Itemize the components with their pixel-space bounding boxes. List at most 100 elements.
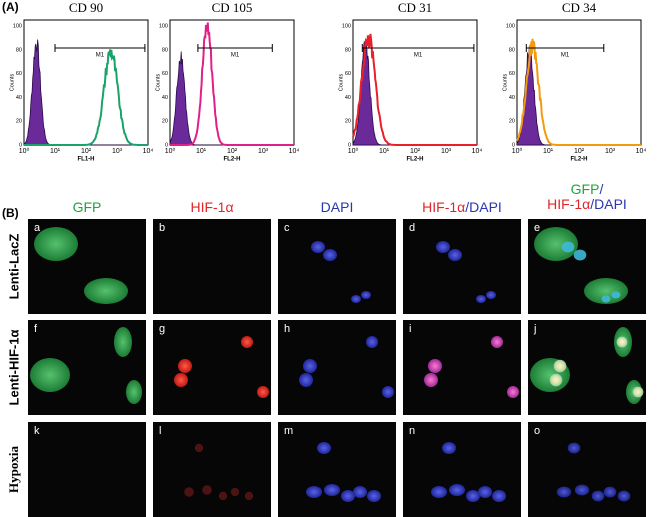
x-tick-label: 10³ bbox=[441, 148, 452, 155]
nucleus bbox=[616, 336, 628, 348]
panel-letter: g bbox=[159, 323, 165, 335]
nucleus bbox=[556, 486, 572, 498]
y-tick-label: 80 bbox=[345, 47, 351, 53]
plot-title: CD 105 bbox=[212, 0, 253, 15]
micrograph bbox=[153, 219, 271, 314]
nucleus bbox=[299, 373, 313, 387]
nucleus bbox=[303, 359, 317, 373]
column-header-part: / bbox=[599, 181, 603, 197]
x-tick-label: 10² bbox=[410, 148, 421, 155]
column-header: HIF-1α/DAPI bbox=[422, 199, 502, 215]
nucleus bbox=[561, 241, 575, 253]
micrograph-content bbox=[424, 336, 519, 398]
x-tick-label: 10² bbox=[574, 148, 585, 155]
nucleus bbox=[361, 291, 371, 299]
y-tick-label: 60 bbox=[509, 71, 515, 77]
hif-signal bbox=[174, 373, 188, 387]
y-tick-label: 0 bbox=[165, 142, 168, 148]
micrograph-content bbox=[184, 443, 254, 501]
nucleus bbox=[428, 359, 442, 373]
gate-label: M1 bbox=[96, 53, 105, 59]
nucleus bbox=[367, 490, 381, 502]
gfp-cell bbox=[34, 227, 78, 261]
micrograph-content bbox=[299, 336, 394, 398]
nucleus bbox=[507, 386, 519, 398]
nucleus bbox=[449, 484, 465, 496]
row-label: Hypoxia bbox=[6, 446, 21, 493]
y-tick-label: 20 bbox=[162, 119, 168, 125]
hif-signal bbox=[218, 491, 228, 501]
nucleus bbox=[573, 249, 587, 261]
row-label: Lenti-LacZ bbox=[6, 234, 21, 300]
y-tick-label: 0 bbox=[19, 142, 22, 148]
hif-signal bbox=[257, 386, 269, 398]
column-header-part: DAPI bbox=[321, 199, 354, 215]
x-tick-label: 10⁴ bbox=[472, 148, 483, 155]
y-axis-label: Counts bbox=[338, 74, 344, 92]
y-tick-label: 100 bbox=[342, 24, 351, 30]
panel-letter: k bbox=[34, 425, 40, 437]
micrograph bbox=[278, 320, 396, 415]
marker-histogram bbox=[516, 38, 641, 146]
panel-letter: d bbox=[409, 222, 415, 234]
x-tick-label: 10⁰ bbox=[19, 147, 30, 155]
micrograph-content bbox=[556, 442, 631, 502]
nucleus bbox=[306, 486, 322, 498]
micrograph bbox=[528, 422, 646, 517]
x-tick-label: 10³ bbox=[605, 148, 616, 155]
y-tick-label: 20 bbox=[509, 119, 515, 125]
x-tick-label: 10¹ bbox=[379, 148, 390, 155]
nucleus bbox=[323, 249, 337, 261]
isotype-histogram bbox=[23, 39, 148, 146]
panel-label: (B) bbox=[2, 206, 19, 220]
nucleus bbox=[478, 486, 492, 498]
panel-letter: f bbox=[34, 323, 38, 335]
nucleus bbox=[448, 249, 462, 261]
panel-letter: j bbox=[533, 323, 536, 335]
micrograph-content bbox=[431, 442, 506, 502]
column-header-part: DAPI bbox=[469, 199, 502, 215]
y-tick-label: 40 bbox=[509, 95, 515, 101]
micrograph-content bbox=[436, 241, 496, 303]
y-tick-label: 80 bbox=[16, 47, 22, 53]
column-header-part: / bbox=[590, 196, 594, 212]
panel-letter: l bbox=[159, 425, 161, 437]
isotype-histogram bbox=[169, 51, 294, 146]
marker-histogram bbox=[24, 49, 148, 146]
panel-letter: h bbox=[284, 323, 290, 335]
x-tick-label: 10¹ bbox=[196, 148, 207, 155]
x-tick-label: 10⁴ bbox=[143, 148, 154, 155]
micrograph bbox=[153, 422, 271, 517]
nucleus bbox=[431, 486, 447, 498]
column-header: DAPI bbox=[321, 199, 354, 215]
marker-histogram bbox=[352, 33, 477, 146]
micrograph-content bbox=[530, 327, 644, 404]
x-tick-label: 10⁰ bbox=[165, 147, 176, 155]
gfp-cell bbox=[534, 227, 578, 261]
x-tick-label: 10³ bbox=[258, 148, 269, 155]
panel-letter: b bbox=[159, 222, 165, 234]
nucleus bbox=[436, 241, 450, 253]
nucleus bbox=[424, 373, 438, 387]
hif-signal bbox=[230, 487, 240, 497]
nucleus bbox=[567, 442, 581, 454]
plot-frame bbox=[169, 19, 295, 146]
panel-letter: i bbox=[409, 323, 411, 335]
panel-letter: c bbox=[284, 222, 290, 234]
micrograph bbox=[278, 422, 396, 517]
x-tick-label: 10¹ bbox=[543, 148, 554, 155]
x-tick-label: 10⁰ bbox=[512, 147, 523, 155]
nucleus bbox=[549, 373, 563, 387]
hif-signal bbox=[241, 336, 253, 348]
nucleus bbox=[351, 295, 361, 303]
nucleus bbox=[611, 291, 621, 299]
marker-histogram bbox=[170, 22, 294, 146]
y-tick-label: 40 bbox=[16, 95, 22, 101]
micrograph-content bbox=[30, 327, 142, 404]
nucleus bbox=[324, 484, 340, 496]
y-tick-label: 40 bbox=[162, 95, 168, 101]
nucleus bbox=[382, 386, 394, 398]
micrograph-content bbox=[34, 227, 128, 304]
y-tick-label: 100 bbox=[13, 24, 22, 30]
y-tick-label: 60 bbox=[16, 71, 22, 77]
